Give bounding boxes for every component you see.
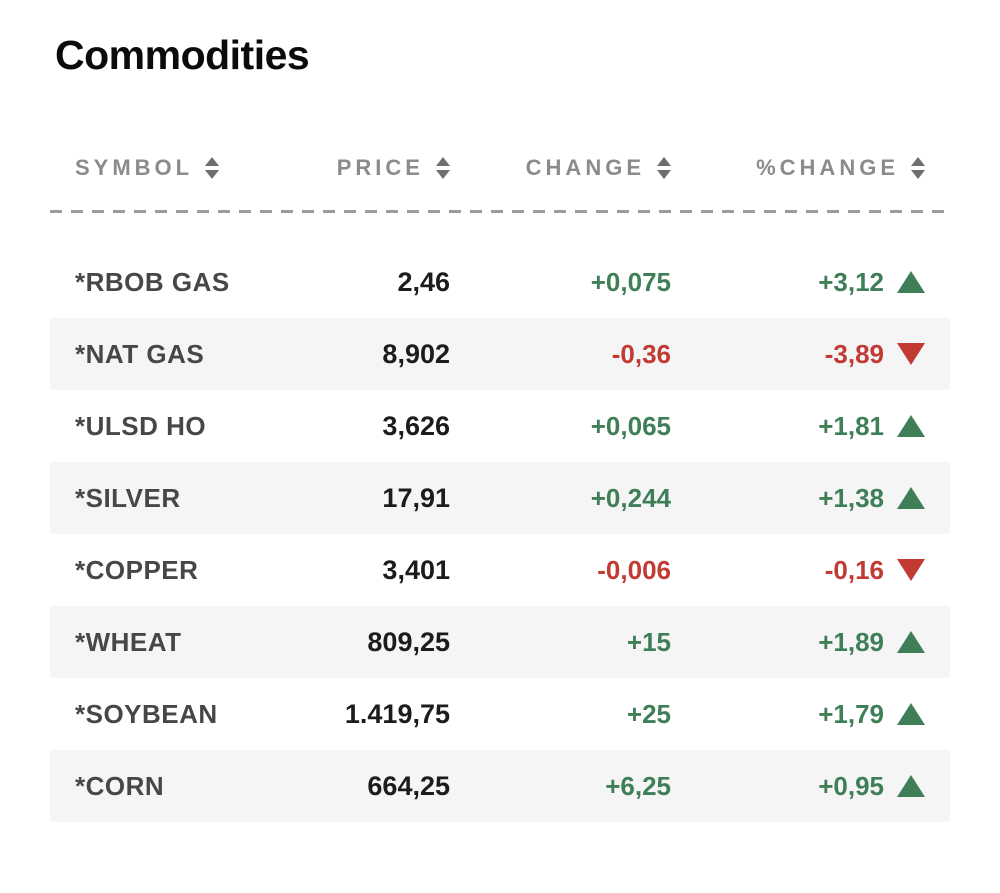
change-cell: -0,36 [611, 338, 671, 369]
pct-change-cell: +1,81 [671, 411, 925, 442]
table-row: *RBOB GAS 2,46 +0,075 +3,12 [50, 246, 950, 318]
pct-change-value: +3,12 [818, 266, 884, 297]
symbol-cell: *ULSD HO [75, 410, 207, 441]
commodities-table: SYMBOL PRICE CHANGE %CHANGE *RBOB GAS 2,… [50, 143, 950, 822]
pct-change-cell: -0,16 [671, 555, 925, 586]
column-header-price[interactable]: PRICE [305, 155, 450, 181]
symbol-cell: *SILVER [75, 482, 181, 513]
change-cell: +0,065 [590, 410, 671, 441]
symbol-cell: *RBOB GAS [75, 266, 230, 297]
table-header-row: SYMBOL PRICE CHANGE %CHANGE [50, 143, 950, 193]
symbol-cell: *COPPER [75, 554, 199, 585]
price-cell: 8,902 [382, 338, 450, 369]
table-row: *WHEAT 809,25 +15 +1,89 [50, 606, 950, 678]
dashed-divider [50, 210, 950, 213]
column-header-price-label: PRICE [336, 155, 424, 180]
column-header-symbol[interactable]: SYMBOL [75, 155, 305, 181]
pct-change-cell: +3,12 [671, 267, 925, 298]
symbol-cell: *NAT GAS [75, 338, 205, 369]
price-cell: 809,25 [367, 626, 450, 657]
table-row: *CORN 664,25 +6,25 +0,95 [50, 750, 950, 822]
page-title: Commodities [55, 32, 310, 78]
pct-change-cell: +1,38 [671, 483, 925, 514]
table-row: *ULSD HO 3,626 +0,065 +1,81 [50, 390, 950, 462]
pct-change-value: -3,89 [824, 338, 884, 369]
price-cell: 3,626 [382, 410, 450, 441]
pct-change-value: +1,79 [818, 698, 884, 729]
up-triangle-icon [897, 703, 925, 725]
pct-change-cell: +1,89 [671, 627, 925, 658]
up-triangle-icon [897, 415, 925, 437]
sort-icon [205, 157, 220, 179]
column-header-pct-change-label: %CHANGE [756, 155, 899, 180]
pct-change-value: -0,16 [824, 554, 884, 585]
change-cell: +6,25 [605, 770, 671, 801]
up-triangle-icon [897, 487, 925, 509]
price-cell: 2,46 [397, 266, 450, 297]
pct-change-value: +1,89 [818, 626, 884, 657]
table-row: *SOYBEAN 1.419,75 +25 +1,79 [50, 678, 950, 750]
change-cell: +15 [626, 626, 671, 657]
pct-change-value: +1,38 [818, 482, 884, 513]
column-header-pct-change[interactable]: %CHANGE [671, 155, 925, 181]
symbol-cell: *CORN [75, 770, 165, 801]
up-triangle-icon [897, 775, 925, 797]
change-cell: +25 [626, 698, 671, 729]
price-cell: 1.419,75 [344, 698, 450, 729]
up-triangle-icon [897, 271, 925, 293]
change-cell: +0,244 [590, 482, 671, 513]
table-row: *COPPER 3,401 -0,006 -0,16 [50, 534, 950, 606]
sort-icon [436, 157, 450, 179]
pct-change-cell: +0,95 [671, 771, 925, 802]
price-cell: 3,401 [382, 554, 450, 585]
price-cell: 664,25 [367, 770, 450, 801]
change-cell: +0,075 [590, 266, 671, 297]
sort-icon [657, 157, 671, 179]
column-header-change[interactable]: CHANGE [450, 155, 671, 181]
pct-change-value: +1,81 [818, 410, 884, 441]
symbol-cell: *SOYBEAN [75, 698, 218, 729]
table-row: *SILVER 17,91 +0,244 +1,38 [50, 462, 950, 534]
column-header-symbol-label: SYMBOL [75, 155, 194, 180]
up-triangle-icon [897, 631, 925, 653]
sort-icon [911, 157, 925, 179]
down-triangle-icon [897, 343, 925, 365]
table-row: *NAT GAS 8,902 -0,36 -3,89 [50, 318, 950, 390]
table-body: *RBOB GAS 2,46 +0,075 +3,12 *NAT GAS 8,9… [50, 246, 950, 822]
pct-change-cell: +1,79 [671, 699, 925, 730]
price-cell: 17,91 [382, 482, 450, 513]
symbol-cell: *WHEAT [75, 626, 182, 657]
pct-change-value: +0,95 [818, 770, 884, 801]
pct-change-cell: -3,89 [671, 339, 925, 370]
column-header-change-label: CHANGE [525, 155, 645, 180]
change-cell: -0,006 [597, 554, 671, 585]
down-triangle-icon [897, 559, 925, 581]
